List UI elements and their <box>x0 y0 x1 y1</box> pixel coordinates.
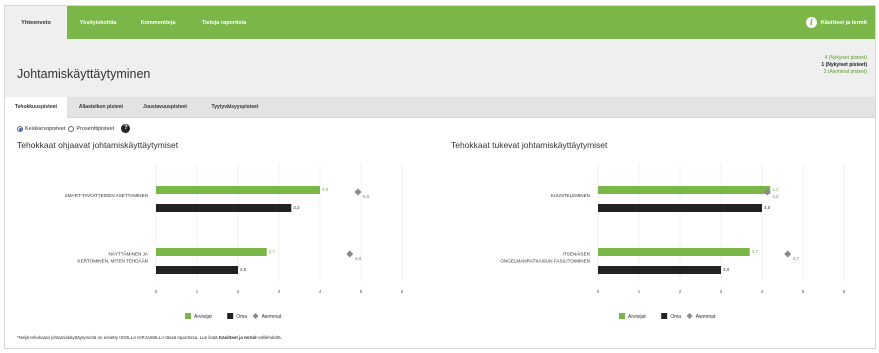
radio-dot <box>68 125 75 132</box>
bar-value-label: 4,0 <box>764 205 771 210</box>
page-header: Johtamiskäyttäytyminen 4 (Nykyiset piste… <box>5 39 875 97</box>
score-legend: 4 (Nykyiset pisteet) 1 (Nykyiset pisteet… <box>821 55 867 76</box>
legend-swatch <box>661 313 668 319</box>
bar-self <box>598 266 721 274</box>
x-tick-label: 6 <box>843 289 846 294</box>
legend-swatch <box>227 313 234 319</box>
x-tick-label: 3 <box>278 289 281 294</box>
radio-percentile[interactable]: Prosenttipisteet <box>68 125 115 132</box>
bar-value-label: 3,0 <box>723 267 730 272</box>
x-tick-label: 2 <box>679 289 682 294</box>
report-frame: Yhteenveto Yksityiskohtia Kommentteja Ti… <box>4 5 876 349</box>
previous-score-marker <box>346 250 354 258</box>
category-label: SMART-TAVOITTEIDEN ASETTAMINEN <box>65 193 148 198</box>
radio-label: Keskiarvopisteet <box>25 125 66 132</box>
previous-score-marker <box>763 188 771 196</box>
legend-swatch-diamond <box>686 313 693 319</box>
bar-value-label: 3,7 <box>752 249 759 254</box>
bar-self <box>598 204 762 212</box>
x-tick-label: 5 <box>360 289 363 294</box>
x-tick-label: 2 <box>237 289 240 294</box>
x-tick-label: 0 <box>155 289 158 294</box>
bar-raters <box>156 248 267 256</box>
tab-report-info[interactable]: Tietoja raportista <box>201 20 247 26</box>
score-legend-line: 4 (Nykyiset pisteet) <box>824 55 867 61</box>
legend-label: Oma <box>670 314 681 320</box>
footnote-text: *Neljä tehokasta johtamiskäyttäytymistä … <box>17 335 219 340</box>
info-icon: i <box>805 17 817 29</box>
bar-self <box>156 204 292 212</box>
footnote-tail: -välilehdeltä. <box>256 335 282 340</box>
legend-label: Arvioijat <box>628 314 646 320</box>
chart-title-directive: Tehokkaat ohjaavat johtamiskäyttäytymise… <box>17 140 179 150</box>
footnote-terms-link[interactable]: Käsitteet ja termit <box>218 335 257 340</box>
marker-value-label: 4,7 <box>793 256 800 261</box>
bar-value-label: 4,2 <box>772 187 779 192</box>
legend-label: Aiemmat <box>696 314 716 320</box>
legend-swatch-diamond <box>252 313 259 319</box>
radio-dot <box>17 125 23 132</box>
x-tick-label: 3 <box>720 289 723 294</box>
previous-score-marker <box>784 250 792 258</box>
x-tick-label: 1 <box>638 289 641 294</box>
terms-link[interactable]: i Käsitteet ja termit <box>805 16 867 30</box>
subtab-effectiveness[interactable]: Tehokkuuspisteet <box>5 97 67 119</box>
category-label: NÄYTTÄMINEN JA <box>108 251 148 257</box>
x-tick-label: 1 <box>196 289 199 294</box>
legend-label: Aiemmat <box>262 314 282 320</box>
radio-label: Prosenttipisteet <box>76 125 115 132</box>
bar-raters <box>156 186 320 194</box>
legend-label: Oma <box>236 314 247 320</box>
footnote: *Neljä tehokasta johtamiskäyttäytymistä … <box>17 335 282 340</box>
radio-average[interactable]: Keskiarvopisteet <box>17 125 66 132</box>
chart-directive-behaviors: 0 1 2 3 4 5 6 SMART-TAVOITTEIDEN ASETTAMINEN 4,0… <box>65 164 404 320</box>
x-tick-label: 4 <box>319 289 322 294</box>
tab-comments[interactable]: Kommentteja <box>140 20 176 26</box>
marker-value-label: 4,8 <box>355 256 362 261</box>
marker-value-label: 5,0 <box>363 194 370 199</box>
chart-supportive-behaviors: 0 1 2 3 4 5 6 KUUNTELEMINEN 4,2 4,0 4,2 ITSENÄISEN O… <box>500 164 846 320</box>
bar-self <box>156 266 238 274</box>
terms-label: Käsitteet ja termit <box>820 20 867 26</box>
tab-details[interactable]: Yksityiskohtia <box>79 20 117 26</box>
bar-value-label: 3,3 <box>293 205 300 210</box>
score-legend-line: 1 (Nykyiset pisteet) <box>821 62 867 68</box>
chart-title-supportive: Tehokkaat tukevat johtamiskäyttäytymiset <box>451 140 608 150</box>
legend-swatch <box>619 313 625 319</box>
bar-value-label: 2,0 <box>240 267 247 272</box>
category-label: KERTOMINEN, MITEN TEHDÄÄN <box>78 258 148 264</box>
category-label: ITSENÄISEN <box>563 251 590 257</box>
subtab-satisfaction[interactable]: Tyytyväisyyspisteet <box>211 104 259 110</box>
previous-score-marker <box>354 188 362 196</box>
score-type-radios: Keskiarvopisteet Prosenttipisteet ? <box>17 124 131 133</box>
legend-label: Arvioijat <box>194 314 212 320</box>
bar-raters <box>598 186 771 194</box>
score-legend-line: 3 (Aiemmat pisteet) <box>823 69 867 75</box>
x-tick-label: 6 <box>401 289 404 294</box>
subtab-flexibility[interactable]: Joustavuuspisteet <box>143 104 187 110</box>
legend-swatch <box>185 313 191 319</box>
x-tick-label: 0 <box>597 289 600 294</box>
x-tick-label: 5 <box>802 289 805 294</box>
top-navigation: Yhteenveto Yksityiskohtia Kommentteja Ti… <box>5 6 875 39</box>
category-label: ONGELMANRATKAISUN FASILITOIMINEN <box>500 259 590 264</box>
question-icon[interactable]: ? <box>121 124 131 133</box>
bar-value-label: 2,7 <box>269 249 276 254</box>
bar-value-label: 4,0 <box>322 187 329 192</box>
page-title: Johtamiskäyttäytyminen <box>17 67 151 81</box>
x-tick-label: 4 <box>761 289 764 294</box>
marker-value-label: 4,2 <box>772 194 779 199</box>
subtab-range[interactable]: Allasteikon pisteet <box>78 104 124 110</box>
score-subtabs: Tehokkuuspisteet Allasteikon pisteet Jou… <box>5 97 875 119</box>
category-label: KUUNTELEMINEN <box>551 193 590 198</box>
tab-summary[interactable]: Yhteenveto <box>5 6 67 39</box>
bar-raters <box>598 248 750 256</box>
